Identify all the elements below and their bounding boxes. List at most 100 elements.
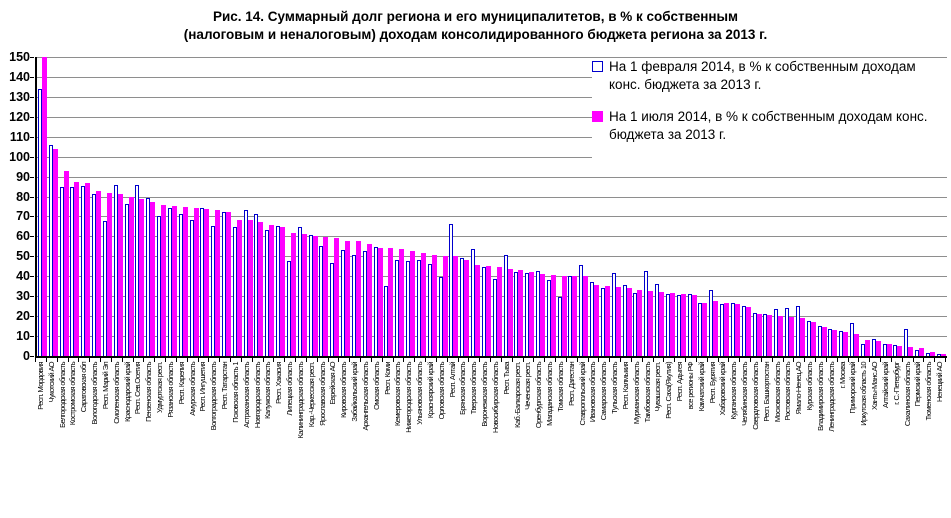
x-axis-label: Респ. Сев.Осетия xyxy=(133,362,143,415)
feb-bar xyxy=(665,294,670,356)
feb-bar xyxy=(48,144,53,356)
bar-pair xyxy=(448,57,459,356)
jul-bar xyxy=(940,354,946,356)
x-axis-tick xyxy=(295,358,296,362)
x-axis-label: Ханты-Манс.АО xyxy=(870,362,880,410)
feb-bar xyxy=(644,271,649,356)
y-axis-tick-label: 50 xyxy=(16,249,30,264)
jul-bar xyxy=(496,267,502,356)
bar-pair xyxy=(665,57,676,356)
feb-bar xyxy=(200,207,205,356)
bar-pair xyxy=(319,57,330,356)
x-axis-tick xyxy=(739,358,741,362)
x-axis-label: Нижегородская область xyxy=(404,362,414,433)
x-axis-label: Челябинская область xyxy=(740,362,750,426)
bar-pair xyxy=(936,57,947,356)
bar-pair xyxy=(654,57,665,356)
bar-pair xyxy=(557,57,568,356)
bar-pair xyxy=(308,57,319,356)
y-axis-tick-label: 100 xyxy=(9,149,30,164)
chart-title-line2: (налоговым и неналоговым) доходам консол… xyxy=(183,27,768,42)
x-axis-label: Калужская область xyxy=(263,362,273,419)
jul-bar xyxy=(312,236,318,356)
bar-pair xyxy=(827,57,838,356)
x-axis-label: Тамбовская область xyxy=(642,362,652,423)
gridline xyxy=(37,156,947,158)
x-axis-tick xyxy=(89,358,91,362)
bar-pair xyxy=(795,57,806,356)
jul-bar xyxy=(929,352,935,356)
x-axis-tick xyxy=(858,358,860,362)
x-axis-label: Ярославская область xyxy=(317,362,327,426)
bar-pair xyxy=(600,57,611,356)
x-axis-label: Респ. Башкортостан xyxy=(761,362,771,422)
jul-bar xyxy=(280,227,286,356)
gridline xyxy=(37,336,947,338)
x-axis-tick xyxy=(100,358,101,362)
x-axis-label: Респ. Мордовия xyxy=(35,362,45,410)
feb-bar xyxy=(362,251,367,356)
legend-marker-feb-icon xyxy=(592,61,603,72)
x-axis-tick xyxy=(934,358,936,362)
x-axis-label: Краснодарский край xyxy=(122,362,132,422)
x-axis-tick xyxy=(555,358,556,362)
jul-bar xyxy=(637,290,643,356)
feb-bar xyxy=(893,345,898,356)
x-axis-label: Иркутская область 10 xyxy=(859,362,869,426)
x-axis-label: Воронежская область xyxy=(480,362,490,427)
jul-bar xyxy=(507,269,513,356)
jul-bar xyxy=(74,181,80,356)
x-axis-label: Тюменская область xyxy=(924,362,934,421)
bar-pair xyxy=(762,57,773,356)
bar-pair xyxy=(297,57,308,356)
feb-bar xyxy=(622,285,627,356)
legend-label-feb: На 1 февраля 2014, в % к собственным дох… xyxy=(609,59,916,92)
bar-pair xyxy=(925,57,936,356)
feb-bar xyxy=(579,265,584,356)
bar-pair xyxy=(459,57,470,356)
feb-bar xyxy=(70,186,75,356)
x-axis-tick xyxy=(132,358,134,362)
x-axis-tick xyxy=(912,358,914,362)
feb-bar xyxy=(243,209,248,356)
y-axis-tick xyxy=(30,116,34,118)
feb-bar xyxy=(416,260,421,356)
gridline xyxy=(37,176,947,178)
jul-bar xyxy=(117,193,123,356)
jul-bar xyxy=(810,322,816,356)
y-axis-tick xyxy=(30,156,34,158)
jul-bar xyxy=(875,341,881,356)
feb-bar xyxy=(81,185,86,356)
x-axis-label: Томская область xyxy=(555,362,565,412)
x-axis-label: Костромская область xyxy=(68,362,78,426)
x-axis-tick xyxy=(706,358,708,362)
jul-bar xyxy=(215,209,221,356)
x-axis-tick xyxy=(56,358,58,362)
bar-pair xyxy=(622,57,633,356)
x-axis-label: Респ. Коми xyxy=(382,362,392,395)
x-axis-label: Калининградская область xyxy=(295,362,305,439)
x-axis-tick xyxy=(305,358,307,362)
bar-pair xyxy=(167,57,178,356)
feb-bar xyxy=(330,263,335,356)
bar-pair xyxy=(492,57,503,356)
jul-bar xyxy=(128,196,134,356)
x-axis-label: Рязанская область xyxy=(165,362,175,418)
feb-bar xyxy=(135,184,140,356)
bar-pair xyxy=(80,57,91,356)
legend: На 1 февраля 2014, в % к собственным дох… xyxy=(592,58,950,158)
jul-bar xyxy=(843,332,849,356)
x-axis-label: Респ. Саха(Якутия) xyxy=(664,362,674,419)
feb-bar xyxy=(752,313,757,356)
feb-bar xyxy=(254,214,259,356)
jul-bar xyxy=(258,222,264,356)
bar-pair xyxy=(48,57,59,356)
x-axis-tick xyxy=(923,358,925,362)
x-axis-tick xyxy=(490,358,491,362)
feb-bar xyxy=(557,297,562,356)
gridline xyxy=(37,116,947,118)
bar-pair xyxy=(210,57,221,356)
x-axis-label: Тверская область xyxy=(469,362,479,415)
feb-bar xyxy=(546,280,551,356)
gridline xyxy=(37,316,947,318)
